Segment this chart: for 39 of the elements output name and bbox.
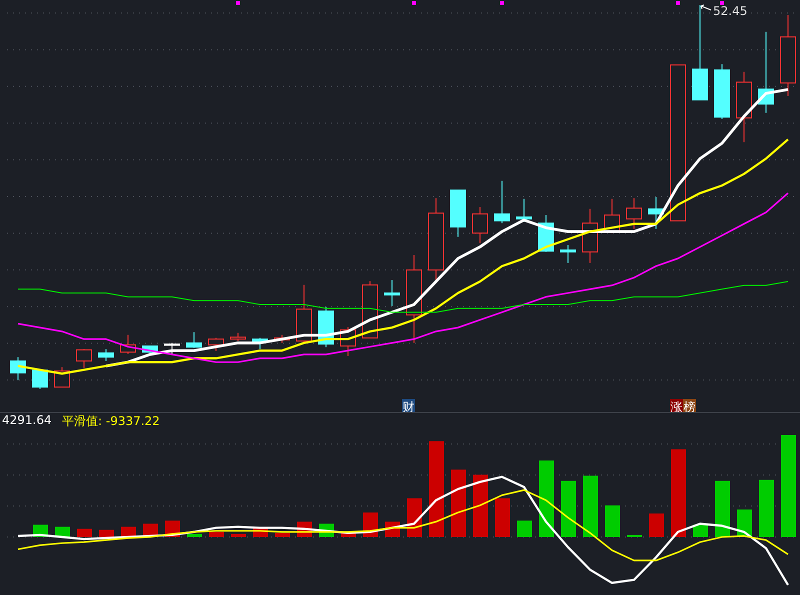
candlestick [186, 332, 202, 348]
candlestick [626, 198, 642, 230]
bar [451, 470, 466, 537]
candlestick [384, 279, 400, 307]
bar [561, 480, 576, 537]
bar [715, 480, 730, 537]
bar [759, 480, 774, 537]
text: 财 [402, 400, 414, 414]
candlestick [494, 180, 510, 224]
candlestick [560, 244, 576, 264]
bar [429, 441, 444, 537]
bar [671, 449, 686, 537]
candlestick [208, 337, 224, 352]
bar [187, 534, 202, 537]
candlestick [32, 370, 48, 389]
text: 4291.64 [2, 413, 52, 427]
bar [99, 530, 114, 537]
bar [693, 524, 708, 537]
annotation: 52.45 [713, 4, 748, 18]
bar [539, 460, 554, 537]
text: 平滑值: -9337.22 [62, 413, 160, 430]
bar [649, 514, 664, 537]
candlestick [516, 198, 532, 222]
bar [231, 534, 246, 537]
bar [209, 532, 224, 537]
candlestick [98, 348, 114, 362]
candlestick [76, 348, 92, 368]
bar [781, 435, 796, 537]
candlestick [10, 356, 26, 381]
bar [495, 498, 510, 537]
candlestick [164, 342, 180, 356]
candlestick [472, 206, 488, 244]
bar [517, 520, 532, 537]
bar [275, 532, 290, 537]
bar [605, 505, 620, 537]
bar [583, 476, 598, 537]
bar [77, 528, 92, 537]
text: 涨榜 [670, 400, 696, 414]
bar [473, 474, 488, 537]
